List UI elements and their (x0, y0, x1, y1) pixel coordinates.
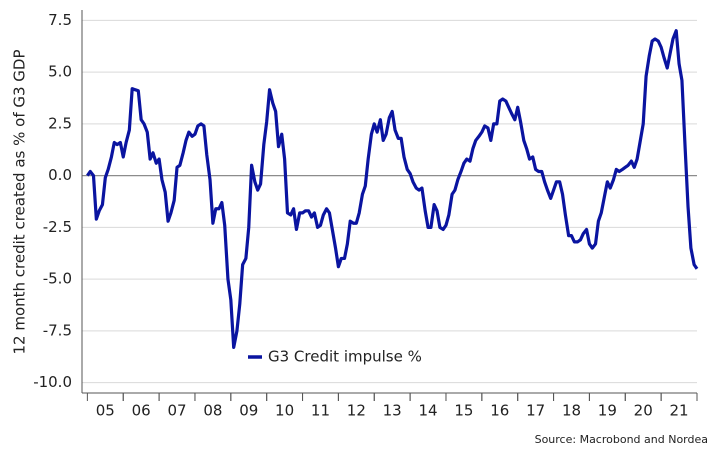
x-tick-label: 19 (598, 402, 617, 420)
x-tick-label: 18 (562, 402, 581, 420)
x-tick-label: 07 (167, 402, 186, 420)
legend-label: G3 Credit impulse % (268, 348, 422, 366)
y-tick-label: -5.0 (43, 270, 72, 288)
x-tick-label: 15 (454, 402, 473, 420)
x-tick-label: 10 (275, 402, 294, 420)
y-tick-label: -2.5 (43, 218, 72, 236)
x-tick-label: 17 (526, 402, 545, 420)
x-tick-label: 21 (670, 402, 689, 420)
x-tick-label: 12 (347, 402, 366, 420)
x-tick-label: 11 (311, 402, 330, 420)
y-tick-label: -7.5 (43, 321, 72, 339)
x-tick-label: 14 (419, 402, 438, 420)
x-tick-label: 09 (239, 402, 258, 420)
line-series (86, 29, 699, 350)
y-tick-label: 7.5 (48, 11, 72, 29)
y-tick-label: 5.0 (48, 63, 72, 81)
y-tick-label: -10.0 (33, 373, 72, 391)
y-axis-label: 12 month credit created as % of G3 GDP (11, 49, 29, 354)
x-tick-label: 20 (634, 402, 653, 420)
x-tick-label: 13 (383, 402, 402, 420)
y-tick-label: 0.0 (48, 166, 72, 184)
y-tick-label: 2.5 (48, 114, 72, 132)
x-tick-label: 05 (96, 402, 115, 420)
x-tick-label: 06 (132, 402, 151, 420)
x-tick-label: 08 (203, 402, 222, 420)
x-tick-label: 16 (490, 402, 509, 420)
source: Source: Macrobond and Nordea (535, 433, 708, 446)
